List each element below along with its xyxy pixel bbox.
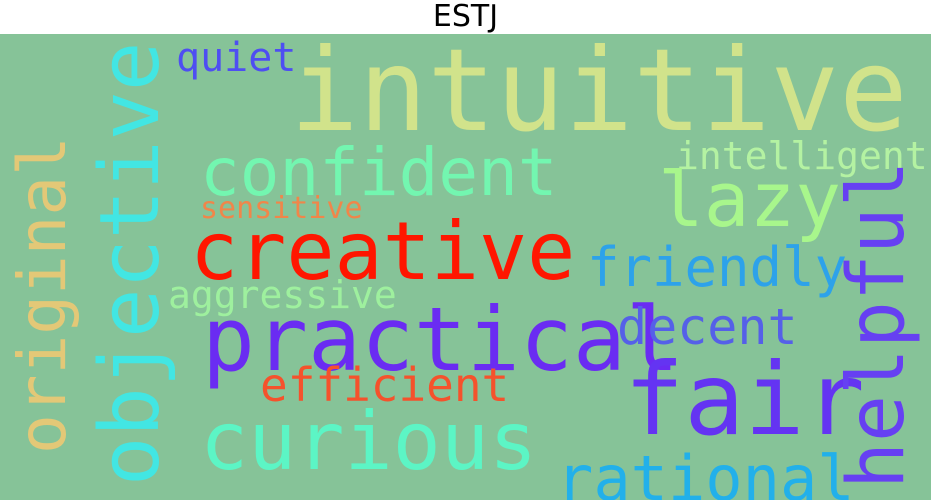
word-intelligent: intelligent [676,134,928,178]
word-confident: confident [200,134,558,211]
word-creative: creative [190,205,576,298]
word-decent: decent [617,298,798,356]
chart-title: ESTJ [432,0,499,34]
word-sensitive: sensitive [200,191,363,226]
word-cloud: intuitive quiet confident intelligent la… [0,34,931,500]
word-friendly: friendly [587,236,848,299]
word-original: original [4,136,81,454]
word-objective: objective [83,41,178,486]
word-aggressive: aggressive [168,273,397,317]
word-practical: practical [202,288,679,391]
word-rational: rational [556,442,855,500]
word-lazy: lazy [658,155,842,244]
word-fair: fair [624,341,865,458]
word-intuitive: intuitive [290,34,908,157]
word-quiet: quiet [176,35,297,81]
word-helpful: helpful [832,160,922,489]
word-efficient: efficient [260,358,510,412]
word-curious: curious [200,395,538,488]
